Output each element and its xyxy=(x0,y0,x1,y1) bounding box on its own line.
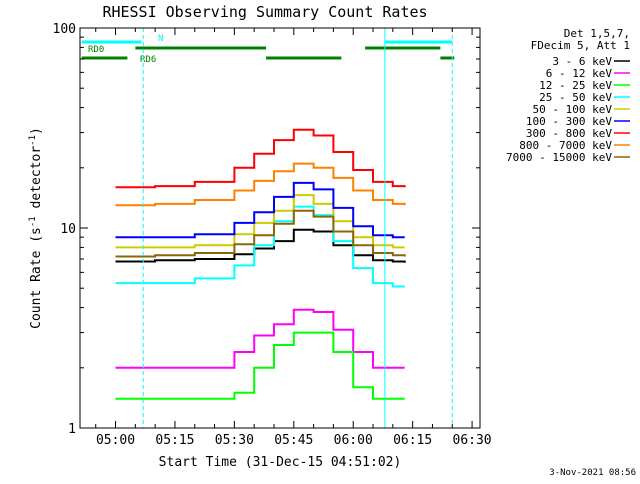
chart-title: RHESSI Observing Summary Count Rates xyxy=(102,3,427,21)
flag-label-rd0: RD0 xyxy=(88,45,104,55)
x-tick-label-1: 05:15 xyxy=(155,433,194,448)
legend-label-5: 100 - 300 keV xyxy=(526,115,612,128)
series-line-5 xyxy=(115,181,405,239)
x-tick-label-6: 06:30 xyxy=(453,433,492,448)
axis-ticks: 05:00 05:15 05:30 05:45 06:00 06:15 06:30 1 10 10… xyxy=(53,22,492,448)
x-tick-label-3: 05:45 xyxy=(274,433,313,448)
legend-label-6: 300 - 800 keV xyxy=(526,127,612,140)
legend-label-7: 800 - 7000 keV xyxy=(519,139,612,152)
x-axis-label: Start Time (31-Dec-15 04:51:02) xyxy=(159,455,402,470)
legend-label-4: 50 - 100 keV xyxy=(533,103,613,116)
legend-label-1: 6 - 12 keV xyxy=(546,67,613,80)
x-tick-label-5: 06:15 xyxy=(393,433,432,448)
legend-label-2: 12 - 25 keV xyxy=(539,79,612,92)
series-line-2 xyxy=(115,331,405,400)
y-axis-label: Count Rate (s-1 detector-1) xyxy=(28,127,44,329)
x-tick-label-4: 06:00 xyxy=(334,433,373,448)
series-line-6 xyxy=(115,128,406,189)
flag-layer: N RD0 RD6 xyxy=(81,34,455,65)
y-tick-label-1: 10 xyxy=(60,222,76,237)
legend-title-line-1: FDecim 5, Att 1 xyxy=(531,39,630,52)
x-tick-label-2: 05:30 xyxy=(215,433,254,448)
flag-label-rd6: RD6 xyxy=(140,55,156,65)
legend-label-3: 25 - 50 keV xyxy=(539,91,612,104)
legend-label-8: 7000 - 15000 keV xyxy=(506,151,612,164)
legend-label-0: 3 - 6 keV xyxy=(552,55,612,68)
y-tick-label-0: 1 xyxy=(68,422,76,437)
series-line-0 xyxy=(115,228,406,263)
timestamp: 3-Nov-2021 08:56 xyxy=(549,468,636,478)
series-line-8 xyxy=(115,209,406,258)
y-tick-label-2: 100 xyxy=(53,22,76,37)
series-line-1 xyxy=(115,308,405,369)
legend-title-line-0: Det 1,5,7, xyxy=(564,27,630,40)
series-line-7 xyxy=(115,162,406,207)
series-layer xyxy=(115,128,406,400)
x-tick-label-0: 05:00 xyxy=(96,433,135,448)
vertical-line-layer xyxy=(142,28,453,428)
flag-label-n: N xyxy=(158,34,163,44)
